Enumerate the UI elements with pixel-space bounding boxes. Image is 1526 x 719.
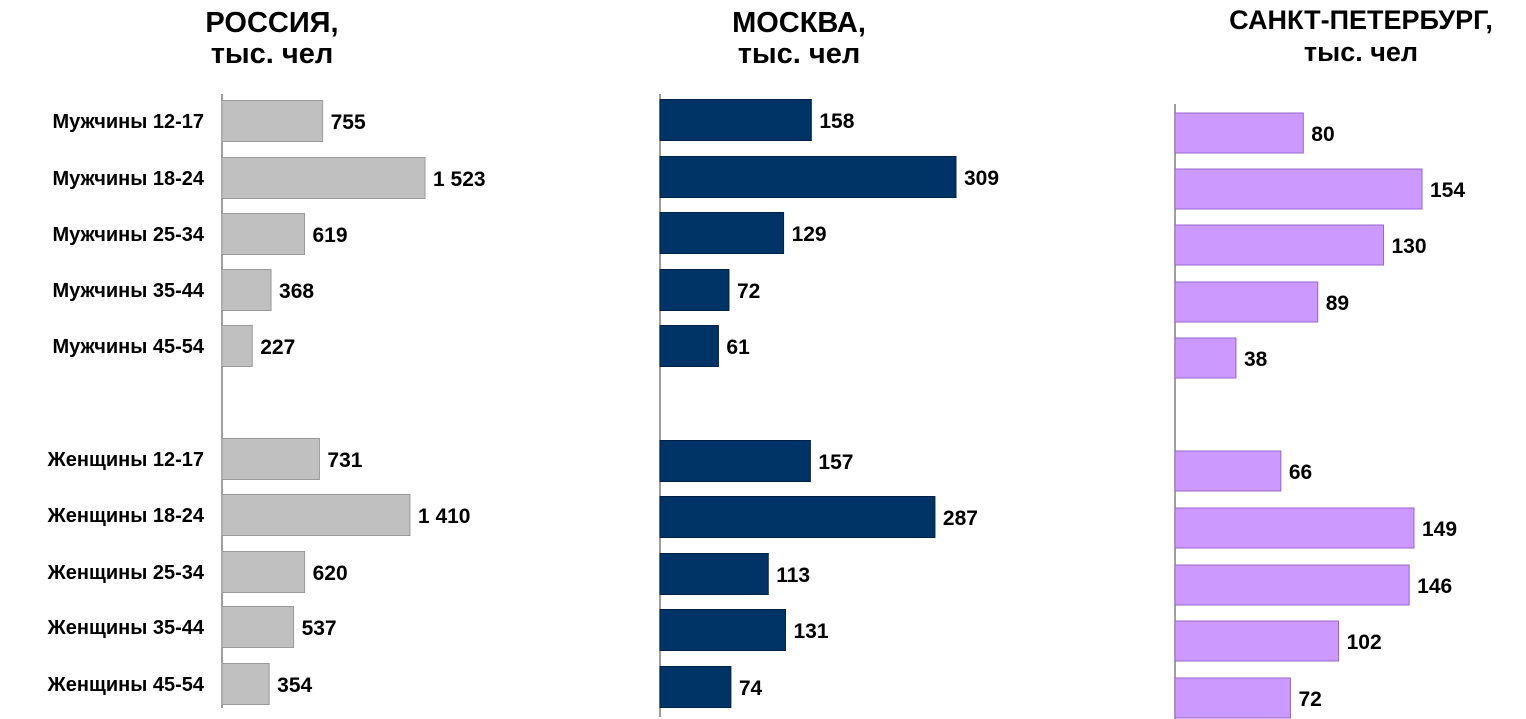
panel-1-value-label-8: 620 [313, 562, 348, 585]
panel-2-value-label-9: 131 [793, 620, 828, 643]
panel-1-value-label-1: 755 [331, 111, 366, 134]
panel-2-value-label-10: 74 [739, 677, 763, 700]
panel-2-bar-10 [659, 666, 732, 708]
panel-1-bar-7 [221, 494, 411, 536]
panel-1-bar-2 [221, 157, 426, 199]
panel-3-bar-10 [1174, 677, 1291, 719]
panel-3-value-label-9: 102 [1347, 631, 1382, 654]
panel-2-bar-3 [659, 212, 785, 254]
panel-2-bar-7 [659, 496, 936, 538]
panel-3-value-label-8: 146 [1417, 575, 1452, 598]
panel-3-value-label-2: 154 [1430, 179, 1465, 202]
panel-1-category-label-4: Мужчины 35-44 [53, 280, 205, 302]
panel-2-bar-9 [659, 609, 786, 651]
panel-1-value-label-9: 537 [302, 617, 337, 640]
panel-3-bar-1 [1174, 112, 1304, 154]
panel-3-title-line2: тыс. чел [1304, 37, 1418, 67]
panel-1-value-label-4: 368 [279, 280, 314, 303]
panel-3-bar-7 [1174, 507, 1415, 549]
panel-1-category-label-5: Мужчины 45-54 [53, 336, 205, 358]
panel-1-bar-5 [221, 325, 253, 367]
panel-3-value-label-7: 149 [1422, 518, 1457, 541]
panel-2-value-label-1: 158 [819, 110, 854, 133]
panel-3-value-label-6: 66 [1289, 461, 1312, 484]
panel-1-bar-8 [221, 551, 306, 593]
panel-3-bar-6 [1174, 450, 1282, 492]
panel-1-category-label-10: Женщины 45-54 [47, 674, 205, 696]
panel-2-value-label-5: 61 [726, 336, 750, 359]
panel-1-value-label-5: 227 [260, 336, 295, 359]
panel-3-bar-8 [1174, 564, 1410, 606]
panel-2-value-label-4: 72 [737, 280, 760, 303]
panel-3-value-label-4: 89 [1326, 292, 1349, 315]
panel-2-bar-8 [659, 553, 769, 595]
panel-2-bar-4 [659, 269, 730, 311]
panel-1-bar-10 [221, 663, 270, 705]
panel-1-bar-3 [221, 213, 306, 255]
panel-2-title-line2: тыс. чел [738, 38, 861, 70]
panel-2-value-label-6: 157 [818, 451, 853, 474]
panel-1-value-label-2: 1 523 [433, 168, 486, 191]
panel-1-title-line2: тыс. чел [211, 38, 334, 70]
panel-2-bar-6 [659, 440, 811, 482]
panel-1-category-label-9: Женщины 35-44 [47, 617, 205, 639]
panel-1-value-label-3: 619 [313, 224, 348, 247]
panel-3-value-label-1: 80 [1311, 123, 1334, 146]
panel-3-bar-2 [1174, 168, 1423, 210]
panel-2-value-label-8: 113 [776, 564, 810, 587]
panel-1-bar-9 [221, 606, 295, 648]
panel-2-bar-2 [659, 156, 957, 198]
panel-1-category-label-8: Женщины 25-34 [47, 562, 205, 584]
panel-1-category-label-1: Мужчины 12-17 [53, 111, 204, 133]
panel-2-value-label-7: 287 [943, 507, 978, 530]
panel-1-category-label-7: Женщины 18-24 [47, 505, 205, 527]
panel-2-value-label-3: 129 [792, 223, 827, 246]
panel-3-value-label-5: 38 [1244, 348, 1268, 371]
panel-1-category-label-2: Мужчины 18-24 [53, 168, 205, 190]
panel-3-value-label-3: 130 [1392, 235, 1427, 258]
panel-1-bar-6 [221, 438, 320, 480]
panel-3-bar-5 [1174, 337, 1237, 379]
panel-2-title-line1: МОСКВА, [732, 7, 866, 39]
panel-2-bar-1 [659, 99, 812, 141]
panel-1-title-line1: РОССИЯ, [205, 7, 338, 39]
panel-3-title-line1: САНКТ-ПЕТЕРБУРГ, [1229, 5, 1493, 35]
panel-2-value-label-2: 309 [964, 167, 999, 190]
panel-3-bar-9 [1174, 620, 1340, 662]
panel-1-value-label-6: 731 [327, 449, 362, 472]
panel-3-value-label-10: 72 [1298, 688, 1321, 711]
panel-2-bar-5 [659, 325, 719, 367]
panel-3-bar-4 [1174, 281, 1319, 323]
panel-1-bar-4 [221, 269, 272, 311]
panel-1-category-label-3: Мужчины 25-34 [53, 224, 205, 246]
panel-1-category-label-6: Женщины 12-17 [47, 449, 204, 471]
panel-1-value-label-10: 354 [277, 674, 312, 697]
panel-3-bar-3 [1174, 224, 1385, 266]
panel-1-bar-1 [221, 100, 324, 142]
panel-1-value-label-7: 1 410 [418, 505, 471, 528]
